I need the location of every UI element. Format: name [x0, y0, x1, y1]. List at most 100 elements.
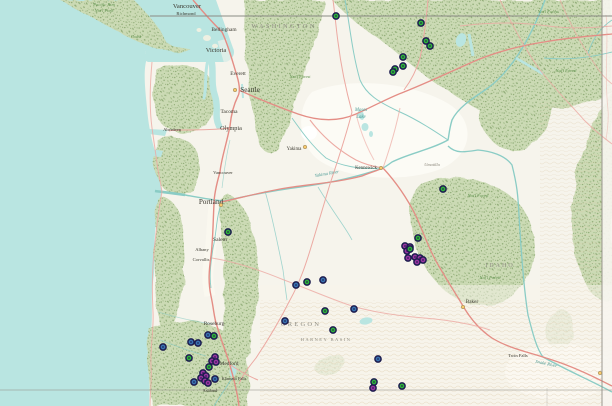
marker-center-dot-icon: [414, 256, 416, 258]
city-dot: [378, 165, 384, 171]
map-marker-green[interactable]: [417, 19, 425, 27]
map-marker-green[interactable]: [439, 185, 447, 193]
map-marker-purple[interactable]: [204, 379, 212, 387]
marker-center-dot-icon: [353, 308, 355, 310]
banks-lake: [467, 33, 475, 57]
map-marker-blue[interactable]: [204, 331, 212, 339]
map-marker-purple[interactable]: [413, 258, 421, 266]
route-66-klamath: [228, 363, 259, 381]
map-marker-blue[interactable]: [350, 305, 358, 313]
us-101: [149, 61, 163, 406]
interstate-82: [309, 119, 384, 169]
inland-waters: [149, 52, 244, 157]
klamath-mountains: [147, 320, 250, 406]
map-marker-green[interactable]: [422, 37, 430, 45]
map-marker-blue[interactable]: [292, 281, 300, 289]
map-marker-green[interactable]: [329, 326, 337, 334]
marker-center-dot-icon: [442, 188, 444, 190]
map-marker-blue[interactable]: [211, 375, 219, 383]
park-label-nat-l-forest: Nat'l Forest: [289, 74, 312, 79]
columbia-mouth: [154, 189, 186, 197]
map-marker-blue[interactable]: [281, 317, 289, 325]
map-marker-green[interactable]: [398, 382, 406, 390]
markers-layer: [159, 12, 447, 392]
city-label-klamath-falls: Klamath Falls: [222, 376, 247, 381]
city-label-everett: Everett: [230, 71, 246, 77]
city-dot: [302, 144, 308, 150]
city-label-yakima: Yakima: [287, 147, 303, 152]
city-label-bellingham: Bellingham: [211, 27, 237, 33]
us-12: [168, 127, 231, 132]
map-marker-green[interactable]: [303, 278, 311, 286]
city-label-tacoma: Tacoma: [221, 109, 239, 115]
marker-center-dot-icon: [214, 356, 216, 358]
map-marker-blue[interactable]: [319, 276, 327, 284]
ne-highway-2: [559, 0, 612, 85]
city-label-twin-falls: Twin Falls: [508, 353, 528, 358]
olympic-mountains: [153, 65, 217, 133]
marker-center-dot-icon: [306, 281, 308, 283]
willapa-hills: [154, 137, 200, 193]
marker-center-dot-icon: [208, 366, 210, 368]
map-marker-green[interactable]: [370, 378, 378, 386]
small-lake: [369, 131, 373, 137]
marker-center-dot-icon: [425, 40, 427, 42]
marker-center-dot-icon: [190, 341, 192, 343]
map-marker-green[interactable]: [185, 354, 193, 362]
map-marker-green[interactable]: [399, 62, 407, 70]
puget-sound: [206, 52, 223, 130]
marker-center-dot-icon: [335, 15, 337, 17]
map-marker-green[interactable]: [426, 42, 434, 50]
map-marker-green[interactable]: [399, 53, 407, 61]
oregon-coast-range: [154, 196, 185, 330]
park-label-pacific-rim: Pacific Rim: [92, 2, 115, 7]
marker-center-dot-icon: [188, 357, 190, 359]
map-sheet-margin: [602, 0, 612, 406]
marker-center-dot-icon: [417, 237, 419, 239]
marker-center-dot-icon: [332, 329, 334, 331]
city-label-roseburg: Roseburg: [204, 321, 225, 327]
map-marker-green[interactable]: [406, 245, 414, 253]
labels-layer: WASHINGTON OREGON IDAHO HARNEY BASIN Vancouv…: [92, 2, 603, 393]
map-marker-blue[interactable]: [190, 378, 198, 386]
park-label-nat-l-forest: Nat'l Forest: [479, 275, 502, 280]
hood-canal: [202, 58, 210, 100]
marker-center-dot-icon: [200, 377, 202, 379]
map-marker-green[interactable]: [210, 332, 218, 340]
marker-center-dot-icon: [404, 245, 406, 247]
map-marker-blue[interactable]: [187, 338, 195, 346]
map-marker-purple[interactable]: [369, 384, 377, 392]
basin-road-1: [382, 107, 401, 169]
potholes-reservoir: [361, 123, 369, 131]
east-hachure: [540, 100, 612, 300]
park-label-nat-l-park: Nat'l Park: [94, 8, 115, 13]
rogue-river: [159, 339, 207, 357]
lake-chelan: [515, 56, 544, 76]
map-marker-green[interactable]: [414, 234, 422, 242]
chelan-highlands: [479, 59, 553, 151]
city-label-medford: Medford: [220, 360, 239, 367]
map-marker-green[interactable]: [205, 363, 213, 371]
map-marker-green[interactable]: [389, 68, 397, 76]
map-marker-green[interactable]: [321, 307, 329, 315]
map-marker-green[interactable]: [224, 228, 232, 236]
city-label-salem: Salem: [213, 237, 228, 243]
city-label-corvallis: Corvallis: [193, 257, 210, 262]
city-label-ashland: Ashland: [203, 388, 218, 393]
interstate-84-west: [220, 167, 384, 203]
willamette-river: [209, 202, 223, 289]
marker-center-dot-icon: [420, 22, 422, 24]
map-marker-blue[interactable]: [374, 355, 382, 363]
marker-center-dot-icon: [162, 346, 164, 348]
marker-center-dot-icon: [227, 231, 229, 233]
harney-area-lake: [359, 317, 373, 325]
map-marker-blue[interactable]: [159, 343, 167, 351]
park-label-nat-l-forest: Nat'l Forest: [467, 193, 490, 198]
map-marker-purple[interactable]: [404, 254, 412, 262]
marker-center-dot-icon: [372, 387, 374, 389]
map-marker-green[interactable]: [332, 12, 340, 20]
map-marker-purple[interactable]: [212, 358, 220, 366]
map-marker-blue[interactable]: [194, 339, 202, 347]
